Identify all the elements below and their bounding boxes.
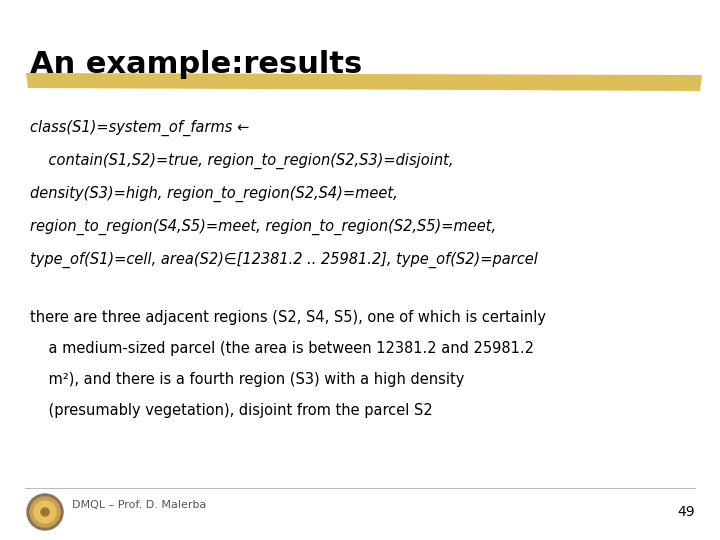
Circle shape	[34, 501, 56, 523]
Circle shape	[30, 497, 60, 527]
Text: a medium-sized parcel (the area is between 12381.2 and 25981.2: a medium-sized parcel (the area is betwe…	[30, 341, 534, 356]
Text: DMQL – Prof. D. Malerba: DMQL – Prof. D. Malerba	[72, 500, 207, 510]
Text: m²), and there is a fourth region (S3) with a high density: m²), and there is a fourth region (S3) w…	[30, 372, 464, 387]
Circle shape	[27, 494, 63, 530]
Circle shape	[41, 508, 49, 516]
Text: there are three adjacent regions (S2, S4, S5), one of which is certainly: there are three adjacent regions (S2, S4…	[30, 310, 546, 325]
Text: 49: 49	[678, 505, 695, 519]
Text: (presumably vegetation), disjoint from the parcel S2: (presumably vegetation), disjoint from t…	[30, 403, 433, 418]
Text: contain(S1,S2)=true, region_to_region(S2,S3)=disjoint,: contain(S1,S2)=true, region_to_region(S2…	[30, 153, 454, 169]
Text: class(S1)=system_of_farms ←: class(S1)=system_of_farms ←	[30, 120, 249, 136]
Text: region_to_region(S4,S5)=meet, region_to_region(S2,S5)=meet,: region_to_region(S4,S5)=meet, region_to_…	[30, 219, 496, 235]
Text: type_of(S1)=cell, area(S2)∈[12381.2 .. 25981.2], type_of(S2)=parcel: type_of(S1)=cell, area(S2)∈[12381.2 .. 2…	[30, 252, 538, 268]
Text: An example:results: An example:results	[30, 50, 362, 79]
Polygon shape	[26, 73, 702, 91]
Text: density(S3)=high, region_to_region(S2,S4)=meet,: density(S3)=high, region_to_region(S2,S4…	[30, 186, 397, 202]
